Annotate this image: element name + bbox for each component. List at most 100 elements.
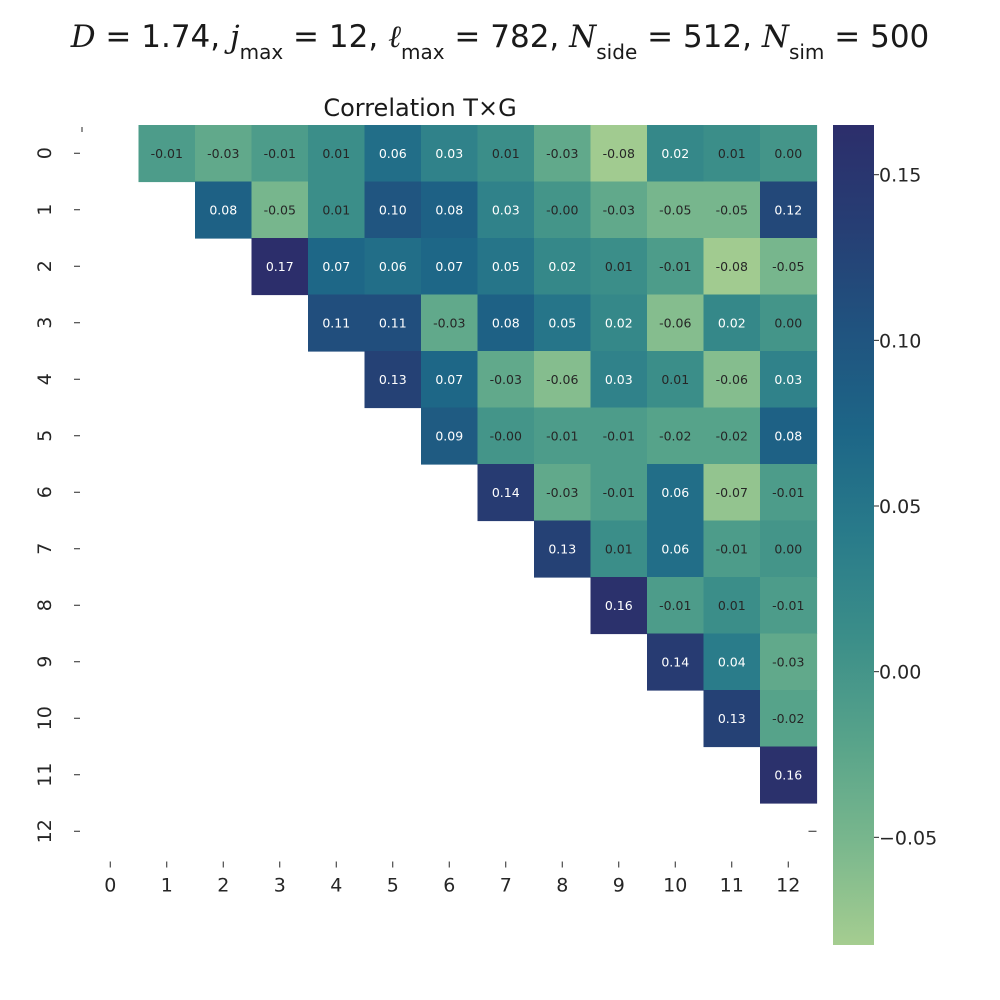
heatmap-cell: [703, 351, 761, 409]
cell-value-label: 0.06: [661, 485, 689, 500]
heatmap-cell: [703, 577, 761, 635]
cell-value-label: -0.00: [490, 428, 522, 443]
colorbar-tick-label: 0.10: [879, 330, 921, 352]
heatmap-cell: [364, 351, 422, 409]
cell-value-label: -0.01: [264, 146, 296, 161]
cell-value-label: 0.05: [492, 259, 520, 274]
heatmap-cell: [251, 125, 309, 183]
y-tick-label: 12: [34, 819, 56, 843]
cell-value-label: 0.13: [379, 372, 407, 387]
heatmap-cell: [647, 238, 705, 296]
heatmap-cell: [647, 633, 705, 691]
cell-value-label: -0.06: [716, 372, 748, 387]
heatmap-cell: [421, 351, 479, 409]
cell-value-label: -0.01: [772, 485, 804, 500]
cell-value-label: -0.01: [716, 541, 748, 556]
cell-value-label: -0.05: [264, 202, 296, 217]
heatmap-cell: [534, 125, 592, 183]
heatmap-cell: [647, 520, 705, 578]
cell-value-label: 0.01: [661, 372, 689, 387]
heatmap-cell: [647, 464, 705, 522]
cell-value-label: 0.03: [605, 372, 633, 387]
heatmap-cell: [760, 238, 818, 296]
cell-value-label: 0.03: [492, 202, 520, 217]
heatmap-cell: [534, 181, 592, 239]
cell-value-label: 0.07: [435, 259, 463, 274]
heatmap-cell: [534, 351, 592, 409]
cell-value-label: -0.08: [716, 259, 748, 274]
heatmap-cell: [647, 125, 705, 183]
heatmap-cell: [590, 464, 648, 522]
cell-value-label: -0.01: [603, 485, 635, 500]
heatmap-cell: [703, 690, 761, 748]
x-tick-label: 3: [274, 875, 286, 897]
y-tick-label: 6: [34, 486, 56, 498]
cell-value-label: 0.09: [435, 428, 463, 443]
x-tick-label: 7: [500, 875, 512, 897]
colorbar-tick-label: 0.05: [879, 496, 921, 518]
colorbar-tick-label: 0.15: [879, 165, 921, 187]
cell-value-label: 0.06: [379, 146, 407, 161]
cell-value-label: 0.10: [379, 202, 407, 217]
cell-value-label: 0.03: [435, 146, 463, 161]
heatmap-cell: [421, 181, 479, 239]
x-tick-label: 1: [161, 875, 173, 897]
cell-value-label: 0.11: [379, 315, 407, 330]
heatmap-cell: [647, 351, 705, 409]
heatmap-cell: [590, 351, 648, 409]
heatmap-cell: [703, 633, 761, 691]
heatmap-cell: [590, 238, 648, 296]
heatmap-cell: [364, 238, 422, 296]
heatmap-cell: [421, 407, 479, 465]
cell-value-label: 0.07: [322, 259, 350, 274]
heatmap-cell: [760, 351, 818, 409]
cell-value-label: 0.12: [774, 202, 802, 217]
heatmap-cell: [477, 464, 535, 522]
cell-value-label: 0.17: [266, 259, 294, 274]
heatmap-cell: [760, 520, 818, 578]
x-tick-label: 2: [217, 875, 229, 897]
heatmap-cell: [251, 238, 309, 296]
heatmap-cell: [477, 238, 535, 296]
cell-value-label: -0.02: [659, 428, 691, 443]
figure-suptitle: D = 1.74, jmax = 12, ℓmax = 782, Nside =…: [70, 19, 930, 64]
cell-value-label: -0.01: [772, 598, 804, 613]
cell-value-label: -0.03: [546, 146, 578, 161]
heatmap-cell: [647, 577, 705, 635]
y-tick-label: 5: [34, 430, 56, 442]
heatmap-cells: [138, 125, 818, 804]
x-tick-label: 9: [613, 875, 625, 897]
cell-value-label: 0.01: [322, 202, 350, 217]
heatmap-cell: [703, 464, 761, 522]
heatmap-cell: [534, 464, 592, 522]
heatmap-cell: [760, 125, 818, 183]
heatmap-cell: [534, 294, 592, 352]
heatmap-cell: [647, 181, 705, 239]
cell-value-label: 0.02: [718, 315, 746, 330]
colorbar-tick-label: −0.05: [879, 827, 937, 849]
cell-value-label: 0.01: [605, 541, 633, 556]
heatmap-cell: [534, 520, 592, 578]
cell-value-label: -0.01: [659, 259, 691, 274]
cell-value-label: -0.02: [772, 711, 804, 726]
heatmap-cell: [703, 520, 761, 578]
y-tick-label: 10: [34, 706, 56, 730]
heatmap-cell: [760, 633, 818, 691]
colorbar-gradient: [833, 125, 874, 945]
cell-value-label: 0.03: [774, 372, 802, 387]
cell-value-label: -0.06: [659, 315, 691, 330]
cell-value-label: 0.16: [605, 598, 633, 613]
cell-value-label: 0.05: [548, 315, 576, 330]
cell-value-label: -0.05: [659, 202, 691, 217]
x-tick-label: 4: [330, 875, 342, 897]
cell-value-label: 0.06: [379, 259, 407, 274]
heatmap-cell: [477, 294, 535, 352]
heatmap-cell: [760, 464, 818, 522]
x-tick-label: 12: [776, 875, 800, 897]
cell-value-label: -0.03: [490, 372, 522, 387]
heatmap-cell: [534, 238, 592, 296]
heatmap-cell: [760, 690, 818, 748]
heatmap-cell: [138, 125, 196, 183]
x-tick-label: 5: [387, 875, 399, 897]
